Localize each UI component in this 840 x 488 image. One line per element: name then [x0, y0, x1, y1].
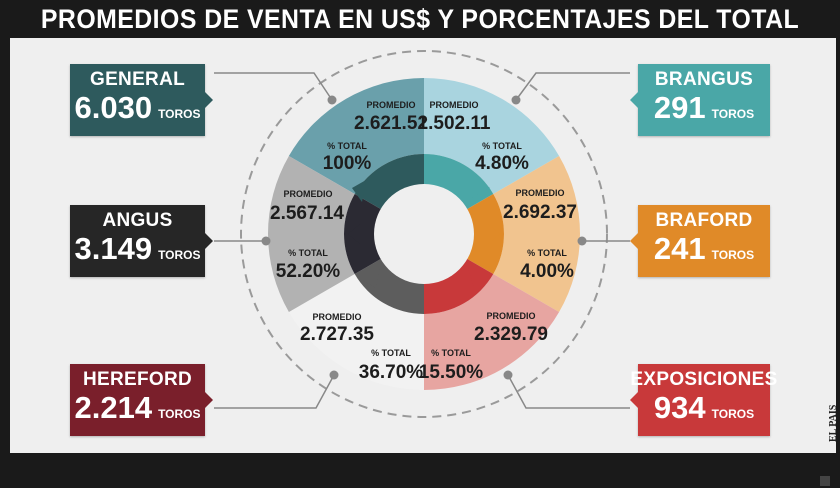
box-braford: BRAFORD 241 TOROS — [630, 205, 770, 277]
connector-dot — [577, 236, 587, 246]
pointer-arrow — [630, 92, 638, 108]
breed-count: 3.149 — [74, 231, 153, 266]
breed-unit: TOROS — [158, 107, 201, 121]
credit-brand: EL PAIS — [828, 404, 839, 442]
general-promedio-label: PROMEDIO — [366, 100, 415, 110]
breed-unit: TOROS — [711, 107, 755, 121]
box-general: GENERAL 6.030 TOROS — [70, 64, 213, 136]
pointer-arrow — [205, 392, 213, 408]
breed-unit: TOROS — [711, 248, 755, 262]
box-exposiciones: EXPOSICIONES 934 TOROS — [630, 364, 777, 436]
inner-segment-braford — [465, 194, 504, 274]
gear-notch — [362, 268, 380, 288]
box-brangus: BRANGUS 291 TOROS — [630, 64, 770, 136]
connector-dot — [503, 370, 513, 380]
connector-dot — [261, 236, 271, 246]
hereford-promedio-value: 2.727.35 — [300, 324, 374, 345]
exposiciones-total-label: % TOTAL — [431, 348, 471, 358]
connector-general — [214, 72, 333, 101]
pointer-arrow — [630, 392, 638, 408]
connector-dot — [329, 370, 339, 380]
outer-dashed-ring — [240, 50, 608, 418]
breed-name: EXPOSICIONES — [630, 369, 778, 390]
breed-count: 291 — [653, 90, 706, 125]
general-total-label: % TOTAL — [327, 141, 367, 151]
gear-notch — [488, 224, 500, 244]
breed-count: 2.214 — [74, 390, 153, 425]
connector-brangus — [515, 72, 630, 101]
brangus-promedio-value: 2.502.11 — [418, 113, 491, 134]
general-promedio-value: 2.621.51 — [354, 113, 428, 134]
ring-segment-hereford — [288, 274, 424, 390]
general-total-value: 100% — [323, 153, 372, 174]
box-hereford: HEREFORD 2.214 TOROS — [70, 364, 213, 436]
ring-segment-braford — [493, 156, 580, 312]
braford-total-label: % TOTAL — [527, 248, 567, 258]
breed-count: 6.030 — [74, 90, 153, 125]
connector-dot — [511, 95, 521, 105]
gear-notch — [348, 224, 360, 244]
brangus-total-label: % TOTAL — [482, 141, 522, 151]
braford-total-value: 4.00% — [520, 261, 574, 282]
inner-segment-hereford — [354, 258, 424, 314]
inner-segment-brangus — [424, 154, 494, 210]
breed-unit: TOROS — [158, 248, 201, 262]
credit-mark — [820, 476, 830, 486]
braford-promedio-label: PROMEDIO — [515, 188, 564, 198]
brangus-total-value: 4.80% — [475, 153, 529, 174]
pointer-arrow — [205, 92, 213, 108]
exposiciones-promedio-label: PROMEDIO — [486, 311, 535, 321]
connector-dot — [327, 95, 337, 105]
breed-count: 241 — [653, 231, 706, 266]
gear-notch — [472, 180, 490, 198]
exposiciones-total-value: 15.50% — [419, 362, 484, 383]
connector-hereford — [214, 374, 335, 409]
breed-unit: TOROS — [158, 407, 201, 421]
angus-promedio-value: 2.567.14 — [270, 203, 344, 224]
breed-name: ANGUS — [102, 210, 173, 231]
angus-total-value: 52.20% — [276, 261, 341, 282]
gear-notch — [468, 268, 486, 288]
page-title: PROMEDIOS DE VENTA EN US$ Y PORCENTAJES … — [40, 4, 800, 34]
breed-unit: TOROS — [711, 407, 755, 421]
ring-segment-angus — [267, 156, 355, 312]
connector-exposiciones — [507, 374, 630, 409]
breed-name: BRAFORD — [655, 210, 753, 231]
hereford-total-label: % TOTAL — [371, 348, 411, 358]
angus-total-label: % TOTAL — [288, 248, 328, 258]
gear-notch — [352, 180, 366, 202]
breed-name: BRANGUS — [654, 69, 754, 90]
hereford-total-value: 36.70% — [359, 362, 424, 383]
brangus-promedio-label: PROMEDIO — [429, 100, 478, 110]
breed-name: HEREFORD — [82, 369, 192, 390]
ring-segment-exposiciones — [424, 274, 560, 390]
angus-promedio-label: PROMEDIO — [283, 189, 332, 199]
credit-logo: EL PAIS — [818, 398, 840, 488]
braford-promedio-value: 2.692.37 — [503, 202, 577, 223]
ring-diagram: PROMEDIO 2.621.51 % TOTAL 100% PROMEDIO … — [214, 50, 630, 418]
inner-segment-general — [354, 154, 424, 210]
breed-count: 934 — [653, 390, 706, 425]
center-hole — [374, 184, 474, 284]
box-angus: ANGUS 3.149 TOROS — [70, 205, 213, 277]
pointer-arrow — [630, 233, 638, 249]
pointer-arrow — [205, 233, 213, 249]
hereford-promedio-label: PROMEDIO — [312, 312, 361, 322]
inner-segment-angus — [344, 194, 383, 274]
ring-segment-brangus — [424, 78, 560, 194]
inner-segment-exposiciones — [424, 258, 494, 314]
ring-segment-general — [288, 77, 424, 194]
breed-name: GENERAL — [90, 69, 185, 90]
exposiciones-promedio-value: 2.329.79 — [474, 324, 548, 345]
